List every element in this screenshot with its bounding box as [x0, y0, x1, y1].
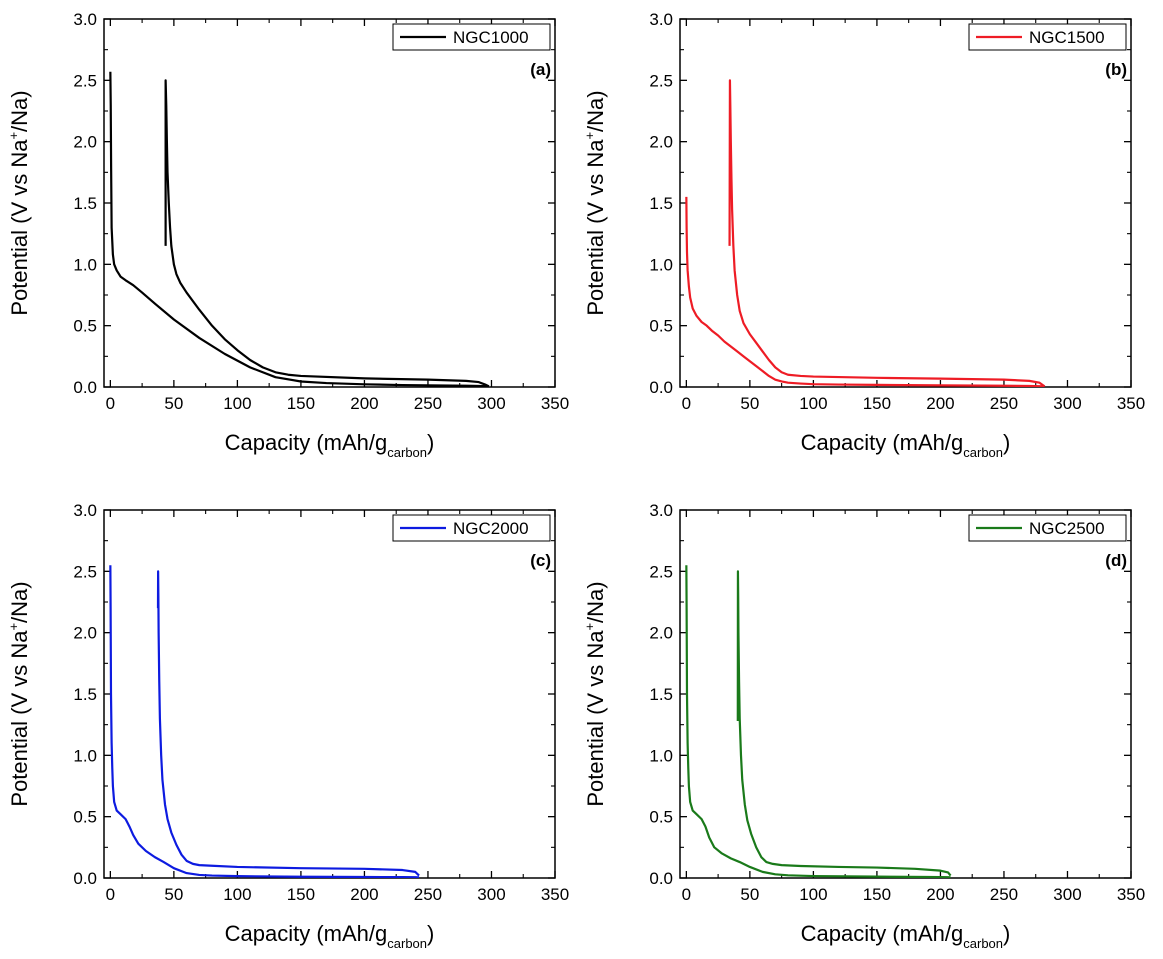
- panel-d-x-tick-label: 150: [863, 885, 891, 904]
- panel-c-series-line: [109, 565, 420, 878]
- panel-c-panel-label: (c): [530, 551, 551, 570]
- panel-c-x-tick-label: 50: [164, 885, 183, 904]
- panel-a-y-tick-label: 0.0: [73, 378, 97, 397]
- panel-b-x-tick-label: 100: [799, 394, 827, 413]
- panel-a-x-tick-label: 150: [287, 394, 315, 413]
- panel-a-x-tick-label: 200: [350, 394, 378, 413]
- panel-c-x-tick-label: 200: [350, 885, 378, 904]
- panel-b-x-tick-label: 200: [926, 394, 954, 413]
- panel-a-x-tick-label: 100: [223, 394, 251, 413]
- panel-b-y-tick-label: 0.0: [649, 378, 673, 397]
- panel-d-series-line: [685, 565, 951, 878]
- panel-a-y-tick-label: 1.5: [73, 194, 97, 213]
- panel-c-y-tick-label: 1.0: [73, 746, 97, 765]
- panel-d-y-tick-label: 2.0: [649, 624, 673, 643]
- panel-a-x-tick-label: 300: [477, 394, 505, 413]
- panel-c-x-axis-title: Capacity (mAh/gcarbon): [225, 921, 435, 951]
- panel-a-x-axis-title: Capacity (mAh/gcarbon): [225, 430, 435, 460]
- panel-b: 0 50 100 150 200 250 300 350 0.0 0.5 1.0 1.5 2.0 2.5 3…: [582, 10, 1145, 460]
- panel-c-y-axis-title: Potential (V vs Na+/Na): [6, 581, 32, 806]
- panel-a-y-tick-label: 0.5: [73, 317, 97, 336]
- panel-c-legend-label: NGC2000: [453, 519, 529, 538]
- panel-c-y-tick-label: 0.0: [73, 869, 97, 888]
- panel-c-series-line: [156, 570, 420, 877]
- panel-b-x-tick-label: 250: [990, 394, 1018, 413]
- panel-d-x-axis-title: Capacity (mAh/gcarbon): [801, 921, 1011, 951]
- panel-d-y-axis-title: Potential (V vs Na+/Na): [582, 581, 608, 806]
- panel-d-panel-label: (d): [1105, 551, 1127, 570]
- panel-b-y-tick-label: 1.5: [649, 194, 673, 213]
- panel-d-x-tick-label: 200: [926, 885, 954, 904]
- panel-b-y-axis-title: Potential (V vs Na+/Na): [582, 90, 608, 315]
- panel-a: 0 50 100 150 200 250 300 350 0.0 0.5 1.0 1.5 2.0 2.5 3…: [6, 10, 569, 460]
- panel-a-panel-label: (a): [530, 60, 551, 79]
- panel-a-x-tick-label: 350: [541, 394, 569, 413]
- panel-d: 0 50 100 150 200 250 300 350 0.0 0.5 1.0 1.5 2.0 2.5 3…: [582, 501, 1145, 951]
- panel-a-y-tick-label: 1.0: [73, 255, 97, 274]
- panel-c-x-tick-label: 100: [223, 885, 251, 904]
- panel-b-y-tick-label: 3.0: [649, 10, 673, 29]
- panel-b-x-tick-label: 0: [682, 394, 691, 413]
- panel-b-legend-label: NGC1500: [1029, 28, 1105, 47]
- panel-d-y-tick-label: 1.0: [649, 746, 673, 765]
- panel-c-x-tick-label: 300: [477, 885, 505, 904]
- panel-b-series-line: [685, 196, 1045, 387]
- panel-c-plot-frame: [103, 509, 556, 879]
- panel-c-x-tick-label: 250: [414, 885, 442, 904]
- panel-c-x-tick-label: 0: [106, 885, 115, 904]
- panel-a-legend-label: NGC1000: [453, 28, 529, 47]
- panel-c-y-tick-label: 1.5: [73, 685, 97, 704]
- panel-a-series-line: [109, 71, 489, 387]
- panel-d-y-tick-label: 0.5: [649, 808, 673, 827]
- panel-d-x-tick-label: 50: [740, 885, 759, 904]
- panel-b-y-tick-label: 2.5: [649, 71, 673, 90]
- panel-d-x-tick-label: 250: [990, 885, 1018, 904]
- panel-c: 0 50 100 150 200 250 300 350 0.0 0.5 1.0 1.5 2.0 2.5 3…: [6, 501, 569, 951]
- panel-d-x-tick-label: 350: [1117, 885, 1145, 904]
- panel-d-x-tick-label: 300: [1053, 885, 1081, 904]
- panel-d-series-line: [736, 570, 952, 877]
- panel-c-y-tick-label: 0.5: [73, 808, 97, 827]
- panel-c-x-tick-label: 350: [541, 885, 569, 904]
- panel-d-y-tick-label: 1.5: [649, 685, 673, 704]
- panel-b-panel-label: (b): [1105, 60, 1127, 79]
- panel-a-x-tick-label: 50: [164, 394, 183, 413]
- panel-d-x-tick-label: 100: [799, 885, 827, 904]
- panel-a-y-tick-label: 2.0: [73, 133, 97, 152]
- panel-a-y-tick-label: 3.0: [73, 10, 97, 29]
- panel-c-y-tick-label: 2.0: [73, 624, 97, 643]
- panel-b-x-tick-label: 150: [863, 394, 891, 413]
- panel-b-y-tick-label: 1.0: [649, 255, 673, 274]
- panel-b-y-tick-label: 2.0: [649, 133, 673, 152]
- panel-d-legend-label: NGC2500: [1029, 519, 1105, 538]
- panel-a-x-tick-label: 250: [414, 394, 442, 413]
- panel-a-y-axis-title: Potential (V vs Na+/Na): [6, 90, 32, 315]
- panel-a-x-tick-label: 0: [106, 394, 115, 413]
- panel-c-y-tick-label: 2.5: [73, 562, 97, 581]
- panel-b-series-line: [728, 79, 1046, 387]
- panel-b-x-tick-label: 350: [1117, 394, 1145, 413]
- panel-c-x-tick-label: 150: [287, 885, 315, 904]
- panel-c-y-tick-label: 3.0: [73, 501, 97, 520]
- panel-a-series-line: [164, 79, 490, 387]
- panel-d-y-tick-label: 3.0: [649, 501, 673, 520]
- panel-b-x-tick-label: 300: [1053, 394, 1081, 413]
- panel-a-plot-frame: [103, 18, 556, 388]
- panel-b-x-axis-title: Capacity (mAh/gcarbon): [801, 430, 1011, 460]
- panel-d-y-tick-label: 2.5: [649, 562, 673, 581]
- panel-b-x-tick-label: 50: [740, 394, 759, 413]
- panel-b-y-tick-label: 0.5: [649, 317, 673, 336]
- panel-a-y-tick-label: 2.5: [73, 71, 97, 90]
- panel-d-x-tick-label: 0: [682, 885, 691, 904]
- panel-d-y-tick-label: 0.0: [649, 869, 673, 888]
